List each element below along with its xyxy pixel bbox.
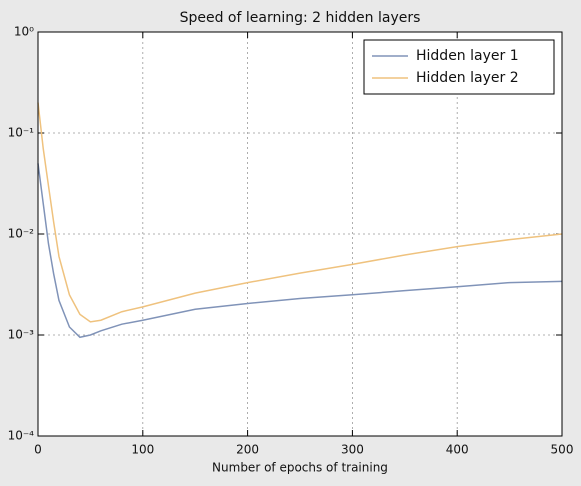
y-tick-label: 10⁻¹ <box>8 126 35 140</box>
chart-title: Speed of learning: 2 hidden layers <box>180 10 421 26</box>
x-tick-label: 500 <box>551 443 574 457</box>
x-tick-label: 100 <box>131 443 154 457</box>
y-tick-label: 10⁰ <box>14 25 34 39</box>
y-tick-label: 10⁻³ <box>8 328 35 342</box>
legend-label: Hidden layer 1 <box>416 48 519 64</box>
legend-box <box>363 39 555 95</box>
y-tick-label: 10⁻⁴ <box>8 429 35 443</box>
line-series <box>37 163 563 339</box>
y-tick-label: 10⁻² <box>8 227 35 241</box>
line-series <box>37 102 563 323</box>
x-axis-label: Number of epochs of training <box>212 461 388 475</box>
x-tick-label: 0 <box>34 443 42 457</box>
x-tick-label: 400 <box>446 443 469 457</box>
x-tick-label: 200 <box>236 443 259 457</box>
x-tick-label: 300 <box>341 443 364 457</box>
legend-label: Hidden layer 2 <box>416 70 519 86</box>
plot-frame <box>37 31 563 437</box>
